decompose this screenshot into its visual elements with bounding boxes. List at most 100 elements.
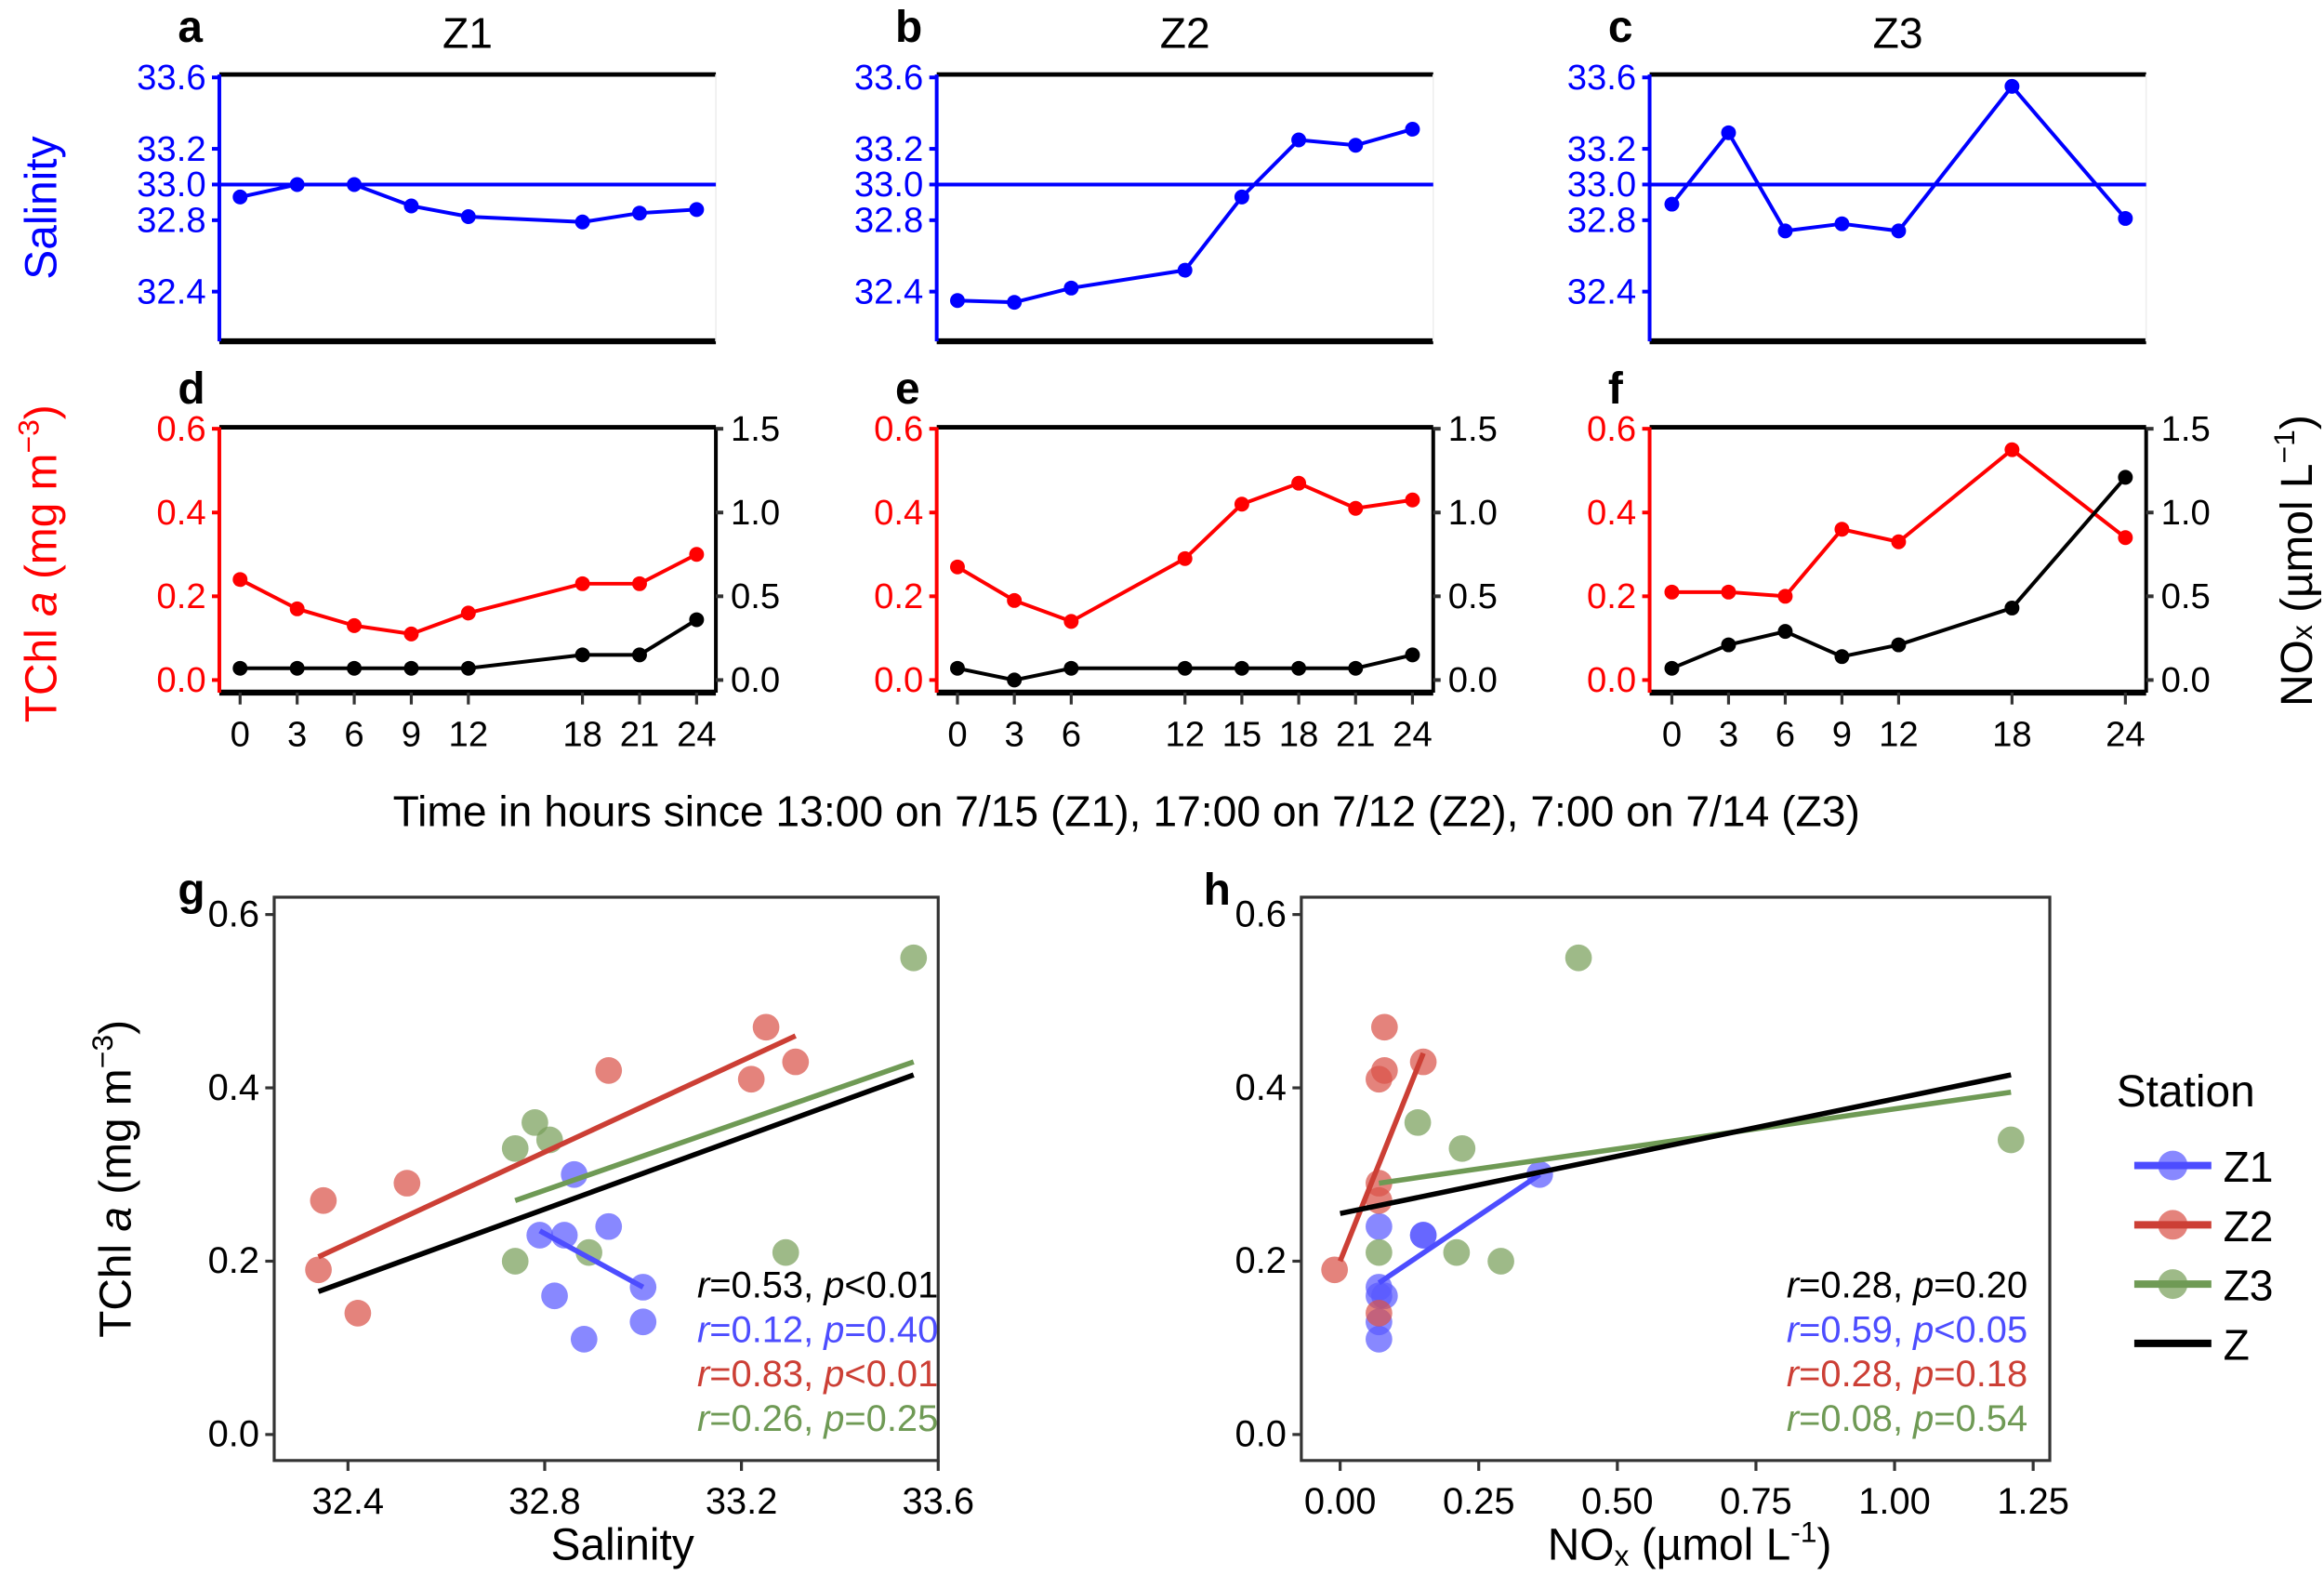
nox-point xyxy=(289,660,305,676)
y-tick-label: 33.0 xyxy=(854,165,923,205)
label-sup: −1 xyxy=(2267,430,2301,463)
y-tick-label: 0.4 xyxy=(1587,493,1636,533)
x-tick-label: 32.8 xyxy=(508,1481,581,1522)
legend-item-z3: Z3 xyxy=(2133,1262,2274,1310)
salinity-line xyxy=(239,182,697,224)
scatter-point-z1 xyxy=(1366,1212,1393,1240)
y-tick-label: 32.8 xyxy=(137,201,205,241)
g-x-axis-title: Salinity xyxy=(551,1521,694,1570)
stat-annotation-z: r=0.28, p=0.20 xyxy=(1787,1264,2027,1305)
x-tick-label: 6 xyxy=(344,714,363,754)
y-tick-label: 0.0 xyxy=(1235,1414,1287,1455)
salinity-line xyxy=(957,127,1413,305)
salinity-point xyxy=(347,177,363,192)
scatter-point-z2 xyxy=(344,1300,372,1327)
x-tick-label: 33.2 xyxy=(706,1481,778,1522)
y-tick-label: 33.2 xyxy=(137,129,205,169)
r-value: =0.59, xyxy=(1799,1309,1913,1350)
y2-tick-label: 1.0 xyxy=(1448,493,1498,533)
salinity-point xyxy=(1721,125,1736,140)
salinity-point xyxy=(1291,132,1307,148)
y-tick-label: 33.6 xyxy=(1567,58,1636,98)
y-tick-label: 32.4 xyxy=(854,271,923,311)
nox-point xyxy=(2004,600,2020,615)
panel-letter: g xyxy=(178,866,205,915)
nox-point xyxy=(574,647,590,663)
y2-tick-label: 0.5 xyxy=(1448,576,1498,616)
scatter-point-z1 xyxy=(541,1282,568,1310)
nox-point xyxy=(403,660,419,676)
y-tick-label: 0.4 xyxy=(1235,1067,1287,1108)
salinity-point xyxy=(1891,223,1907,239)
label-italic: a xyxy=(18,591,67,616)
nox-point xyxy=(1291,660,1307,676)
label-sup: −3 xyxy=(11,419,45,453)
salinity-point xyxy=(1007,295,1023,311)
salinity-point xyxy=(1777,223,1793,239)
panel-letter: a xyxy=(178,3,203,52)
x-tick-label: 12 xyxy=(449,714,489,754)
panel-b: b Z2 32.4 32.833.033.2 33.6 xyxy=(854,3,1434,345)
x-tick-label: 0 xyxy=(947,714,967,754)
p-label: p xyxy=(1912,1398,1934,1439)
label-part: TChl xyxy=(91,1232,140,1338)
y-tick-label: 0.0 xyxy=(1587,660,1636,700)
scatter-point-z3 xyxy=(1366,1238,1393,1266)
plot-frame xyxy=(272,895,940,1462)
y2-tick-label: 0.0 xyxy=(1448,660,1498,700)
panel-c: c Z3 32.4 32.833.033.2 33.6 xyxy=(1567,3,2147,345)
y2-tick-label: 1.5 xyxy=(2161,409,2211,449)
y-tick-label: 0.0 xyxy=(156,660,205,700)
label-italic: a xyxy=(91,1207,140,1232)
r-value: =0.83, xyxy=(709,1354,824,1395)
x-tick-label: 24 xyxy=(2106,714,2146,754)
scatter-point-z1 xyxy=(1409,1222,1437,1249)
y-tick-label: 0.2 xyxy=(1235,1240,1287,1281)
fit-line-z xyxy=(1340,1072,2012,1216)
nox-point xyxy=(950,660,965,676)
panel-title: Z2 xyxy=(1160,8,1210,57)
tchl-axis-title: TChl a (mg m−3) xyxy=(11,404,66,722)
stat-annotation-z1: r=0.12, p=0.40 xyxy=(697,1309,938,1350)
salinity-point xyxy=(460,209,476,224)
y-tick-label: 0.0 xyxy=(874,660,923,700)
r-value: =0.08, xyxy=(1799,1398,1913,1439)
legend: Station Z1 Z2 Z3 Z xyxy=(2117,1067,2274,1370)
y-tick-label: 32.4 xyxy=(1567,271,1636,311)
tchl-point xyxy=(1834,522,1850,537)
scatter-point-z3 xyxy=(1997,1126,2025,1154)
nox-point xyxy=(1834,649,1850,665)
panel-d: d 0.0 0.2 0.4 0.6 0.0 0.5 1.0 1.5 0 3 6 9 12 18 21 24 xyxy=(156,364,780,754)
panel-f: f 0.0 0.2 0.4 0.6 0.0 0.5 1.0 1.5 0 3 6 9 12 18 24 xyxy=(1587,364,2211,754)
tchl-point xyxy=(689,547,705,562)
salinity-point xyxy=(1348,138,1364,153)
p-value: =0.18 xyxy=(1934,1354,2027,1395)
p-value: <0.01 xyxy=(844,1354,938,1395)
panel-a: a Z1 32.4 32.833.033.2 33.6 xyxy=(137,3,717,345)
tchl-point xyxy=(1291,475,1307,491)
scatter-point-z2 xyxy=(1321,1256,1349,1284)
y-tick-label: 32.4 xyxy=(137,271,205,311)
legend-title: Station xyxy=(2117,1067,2255,1117)
panel-e: e 0.0 0.2 0.4 0.6 0.0 0.5 1.0 1.5 0 3 6 12 15 18 21 24 xyxy=(874,364,1498,754)
p-label: p xyxy=(823,1264,844,1305)
salinity-point xyxy=(1234,189,1249,205)
x-tick-label: 3 xyxy=(287,714,307,754)
r-value: =0.28, xyxy=(1799,1264,1913,1305)
x-tick-label: 6 xyxy=(1062,714,1081,754)
x-tick-label: 12 xyxy=(1165,714,1205,754)
y2-tick-label: 0.0 xyxy=(731,660,780,700)
salinity-axis-title: Salinity xyxy=(18,136,67,279)
p-label: p xyxy=(823,1354,844,1395)
label-part: ) xyxy=(2273,415,2322,430)
p-value: =0.20 xyxy=(1934,1264,2027,1305)
scatter-point-z1 xyxy=(629,1308,657,1336)
panel-h: h0.00.20.40.60.00 0.25 0.50 0.75 1.00 1.25r=0… xyxy=(1204,866,2069,1522)
r-label: r xyxy=(697,1264,711,1305)
tchl-point xyxy=(1177,550,1193,566)
tchl-axis-title-g: TChl a (mg m−3) xyxy=(86,1020,140,1338)
stat-annotation-z2: r=0.28, p=0.18 xyxy=(1787,1354,2027,1395)
x-tick-label: 32.4 xyxy=(312,1481,385,1522)
fit-line-z2 xyxy=(1338,1052,1426,1263)
